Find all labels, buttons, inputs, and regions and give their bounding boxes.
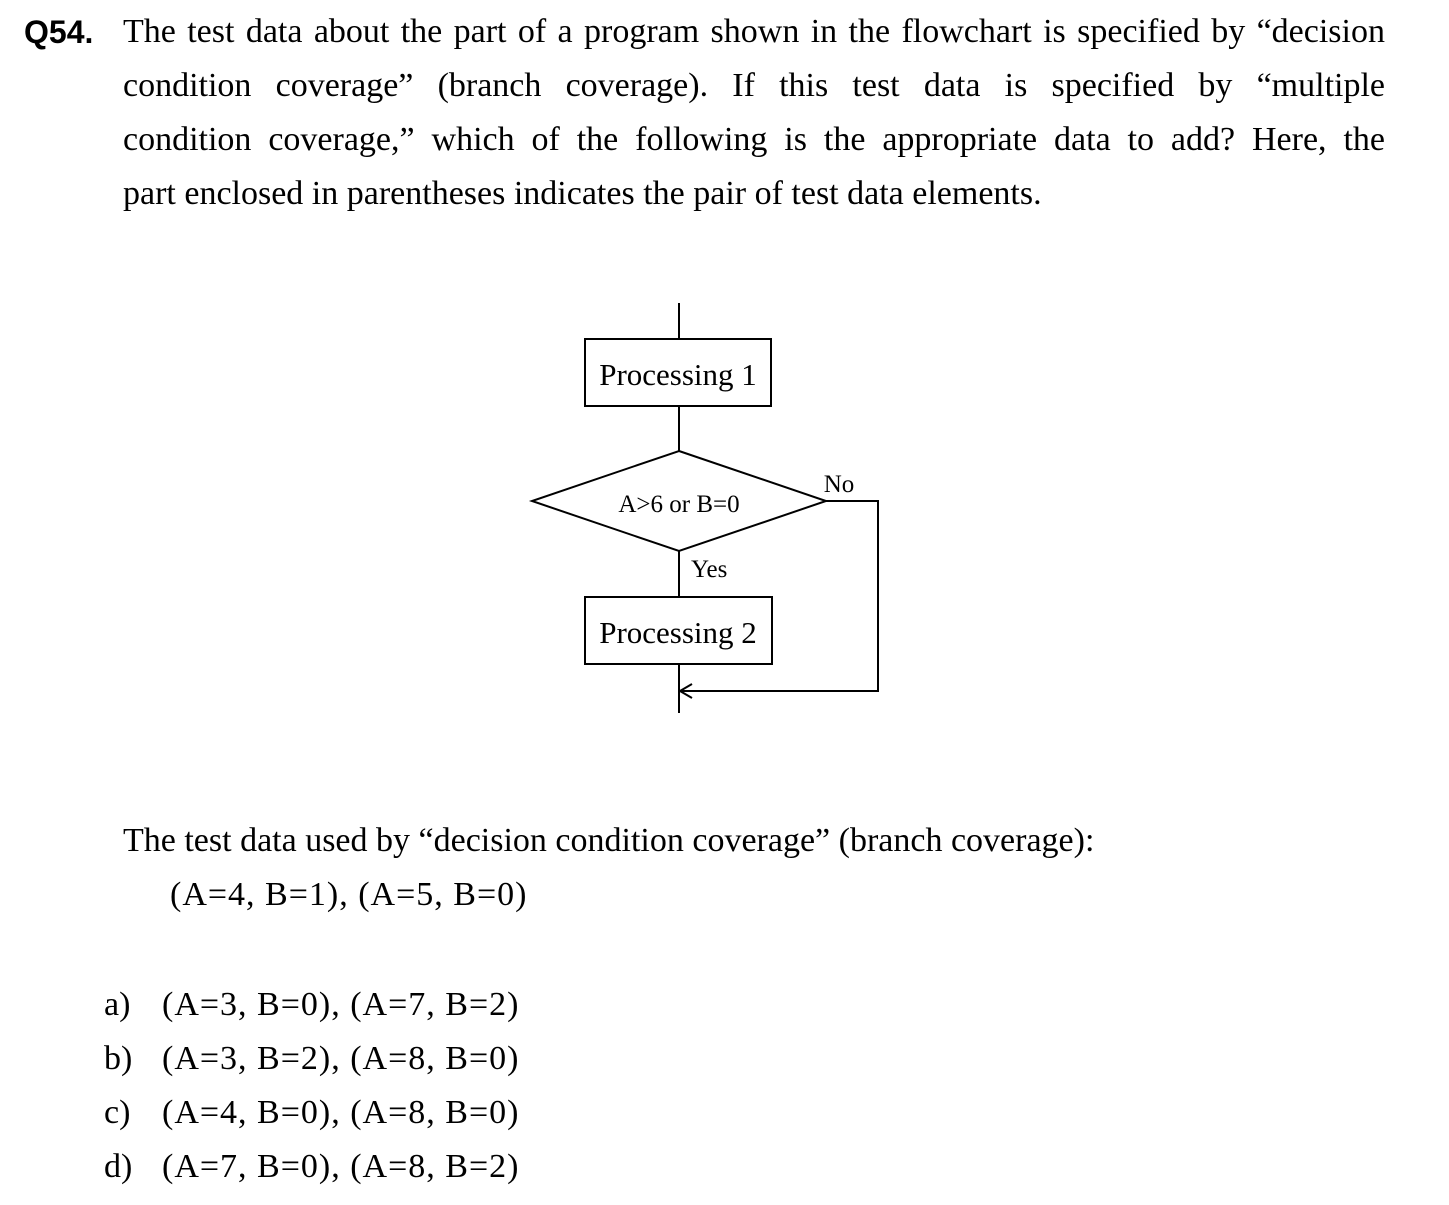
option-c[interactable]: c) (A=4, B=0), (A=8, B=0)	[104, 1091, 519, 1135]
option-label: b)	[104, 1040, 133, 1077]
option-b[interactable]: b) (A=3, B=2), (A=8, B=0)	[104, 1037, 519, 1081]
question-line-2: condition coverage” (branch coverage). I…	[123, 67, 1385, 104]
option-text: (A=3, B=0), (A=7, B=2)	[162, 986, 520, 1023]
option-label: d)	[104, 1148, 133, 1185]
process2-label: Processing 2	[599, 615, 757, 650]
question-line-1: The test data about the part of a progra…	[123, 13, 1385, 50]
option-text: (A=7, B=0), (A=8, B=2)	[162, 1148, 520, 1185]
option-label: c)	[104, 1094, 131, 1131]
option-a[interactable]: a) (A=3, B=0), (A=7, B=2)	[104, 983, 519, 1027]
no-branch-line	[680, 500, 879, 692]
question-line-3: condition coverage,” which of the follow…	[123, 121, 1385, 158]
question-number: Q54.	[24, 14, 94, 50]
given-data-values: (A=4, B=1), (A=5, B=0)	[170, 876, 528, 913]
option-text: (A=3, B=2), (A=8, B=0)	[162, 1040, 520, 1077]
given-data-title: The test data used by “decision conditio…	[123, 822, 1095, 859]
option-label: a)	[104, 986, 131, 1023]
no-label: No	[824, 471, 855, 498]
merge-arrowhead	[678, 683, 693, 699]
process2-box	[584, 596, 773, 665]
option-text: (A=4, B=0), (A=8, B=0)	[162, 1094, 520, 1131]
process1-label: Processing 1	[599, 357, 757, 392]
option-d[interactable]: d) (A=7, B=0), (A=8, B=2)	[104, 1145, 519, 1189]
decision-label: A>6 or B=0	[618, 491, 739, 518]
yes-label: Yes	[691, 556, 727, 583]
question-line-4: part enclosed in parentheses indicates t…	[123, 175, 1042, 212]
